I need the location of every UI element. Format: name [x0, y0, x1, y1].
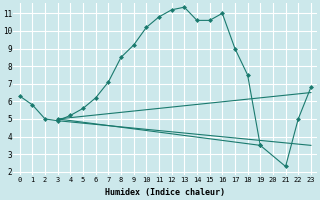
- X-axis label: Humidex (Indice chaleur): Humidex (Indice chaleur): [105, 188, 225, 197]
